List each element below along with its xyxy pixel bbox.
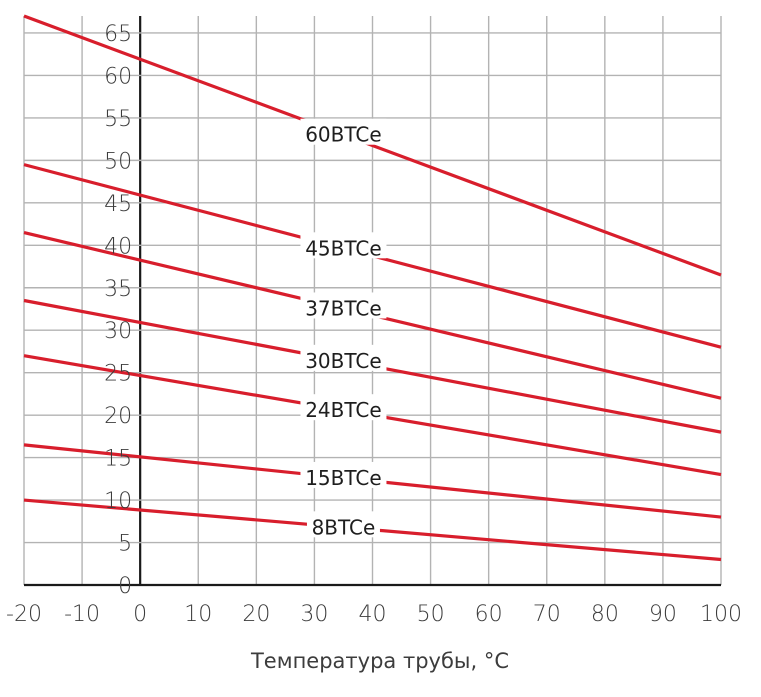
series-label-24BTCe: 24BTCe: [305, 398, 381, 422]
y-tick-label: 30: [104, 319, 132, 344]
series-label-bg: [300, 292, 387, 319]
x-tick-label: 80: [591, 602, 619, 627]
x-tick-label: -10: [64, 602, 100, 627]
x-tick-label: -20: [6, 602, 42, 627]
y-tick-labels: 0 5 10 15 20 25 30 35 40 45 50 55 60 65: [104, 22, 132, 599]
y-tick-label: 55: [104, 107, 132, 132]
x-tick-label: 10: [184, 602, 212, 627]
series-label-bg: [300, 461, 387, 488]
series-label-bg: [300, 344, 387, 371]
x-tick-label: 30: [300, 602, 328, 627]
x-tick-label: 40: [359, 602, 387, 627]
x-tick-labels: -20 -10 0 10 20 30 40 50 60 70 80 90 100: [6, 602, 742, 627]
series-line-60BTCe: [23, 14, 722, 277]
series-label-30BTCe: 30BTCe: [305, 349, 381, 373]
y-tick-label: 0: [118, 574, 132, 599]
y-tick-label: 50: [104, 149, 132, 174]
series-label-15BTCe: 15BTCe: [305, 466, 381, 490]
x-tick-label: 90: [649, 602, 677, 627]
series-label-bg: [300, 232, 387, 259]
y-tick-label: 35: [104, 277, 132, 302]
y-tick-label: 10: [104, 489, 132, 514]
x-tick-label: 20: [242, 602, 270, 627]
y-tick-label: 60: [104, 64, 132, 89]
x-tick-label: 60: [475, 602, 503, 627]
x-axis-label: Температура трубы, °C: [250, 649, 509, 673]
series-label-45BTCe: 45BTCe: [305, 236, 381, 260]
series-label-60BTCe: 60BTCe: [305, 123, 381, 147]
series-label-bg: [300, 118, 387, 145]
y-tick-label: 20: [104, 404, 132, 429]
x-tick-label: 70: [533, 602, 561, 627]
y-tick-label: 25: [104, 362, 132, 387]
y-tick-label: 5: [118, 532, 132, 557]
x-tick-label: 100: [700, 602, 742, 627]
y-tick-label: 15: [104, 447, 132, 472]
x-tick-label: 50: [417, 602, 445, 627]
series-labels: 60BTCe 45BTCe 37BTCe 30BTCe 24BTCe 15BTCe 8BTC…: [300, 118, 387, 539]
series-label-37BTCe: 37BTCe: [305, 296, 381, 320]
y-tick-label: 45: [104, 192, 132, 217]
x-tick-label: 0: [133, 602, 147, 627]
series-label-bg: [300, 394, 387, 421]
y-tick-label: 40: [104, 234, 132, 259]
y-tick-label: 65: [104, 22, 132, 47]
series-label-8BTCe: 8BTCe: [312, 515, 376, 539]
series-label-bg: [306, 511, 380, 538]
